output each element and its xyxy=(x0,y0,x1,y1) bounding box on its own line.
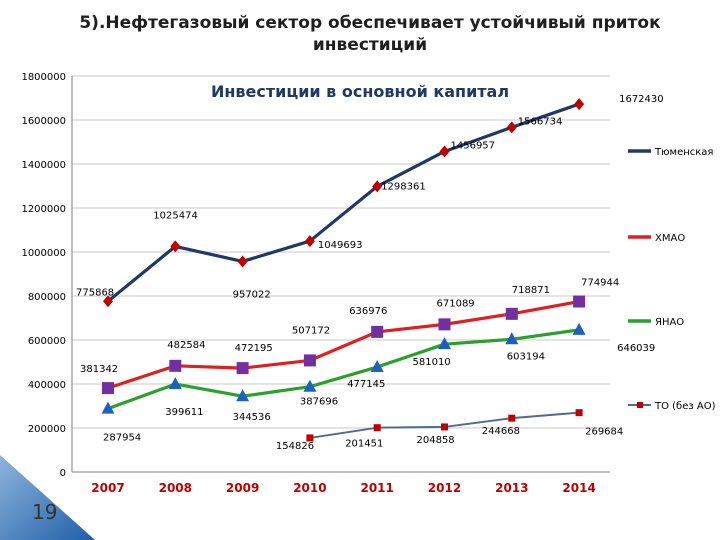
data-point xyxy=(168,377,182,390)
data-point xyxy=(170,240,181,253)
data-point xyxy=(439,145,450,158)
slide-title: 5).Нефтегазовый сектор обеспечивает усто… xyxy=(79,13,661,55)
x-tick-label: 2010 xyxy=(293,481,326,495)
data-label: 1566734 xyxy=(518,116,563,127)
data-label: 344536 xyxy=(233,412,271,423)
data-label: 671089 xyxy=(437,298,475,309)
data-point xyxy=(102,382,114,395)
data-point xyxy=(438,337,451,350)
x-tick-label: 2009 xyxy=(226,481,259,495)
data-point xyxy=(304,235,315,248)
data-label: 399611 xyxy=(165,407,203,418)
data-point xyxy=(303,379,317,392)
data-point xyxy=(236,389,250,402)
data-point xyxy=(505,332,519,345)
corner-decoration xyxy=(0,455,95,540)
x-tick-label: 2013 xyxy=(495,481,528,495)
y-tick-label: 200000 xyxy=(28,424,66,435)
data-point xyxy=(373,424,381,432)
data-label: 201451 xyxy=(345,439,383,450)
legend-entry: Тюменская xyxy=(628,147,713,158)
y-tick-label: 600000 xyxy=(28,336,66,347)
data-label: 387696 xyxy=(300,397,338,408)
data-label: 775868 xyxy=(76,287,114,298)
legend-label: ЯНАО xyxy=(655,317,684,328)
data-label: 381342 xyxy=(80,364,118,375)
y-tick-label: 400000 xyxy=(28,380,66,391)
data-point xyxy=(370,360,384,373)
data-label: 472195 xyxy=(235,343,273,354)
series-line xyxy=(107,328,580,411)
data-point xyxy=(103,295,113,308)
y-tick-label: 1800000 xyxy=(21,72,66,83)
series-line xyxy=(106,102,580,303)
y-tick-label: 0 xyxy=(60,468,66,479)
data-label: 154826 xyxy=(276,441,314,452)
legend-label: ХМАО xyxy=(655,233,685,244)
slide-number: 19 xyxy=(32,500,58,524)
data-label: 482584 xyxy=(167,340,205,351)
data-point xyxy=(573,295,586,308)
data-label: 718871 xyxy=(512,285,550,296)
data-label: 477145 xyxy=(347,379,385,390)
data-point xyxy=(506,121,517,134)
data-label: 1298361 xyxy=(381,181,426,192)
legend-marker xyxy=(637,402,643,408)
data-label: 636976 xyxy=(349,306,387,317)
data-point xyxy=(574,98,585,111)
data-point xyxy=(372,180,383,193)
x-tick-label: 2012 xyxy=(428,481,461,495)
data-label: 646039 xyxy=(617,343,655,354)
y-tick-label: 1000000 xyxy=(21,248,66,259)
data-point xyxy=(169,359,182,372)
data-point xyxy=(236,362,249,375)
data-label: 244668 xyxy=(482,426,520,437)
chart-title: Инвестиции в основной капитал xyxy=(211,82,509,101)
data-point xyxy=(237,255,248,268)
data-point xyxy=(101,401,115,414)
legend-entry: ХМАО xyxy=(628,233,685,244)
data-label: 204858 xyxy=(417,435,455,446)
data-point xyxy=(441,423,448,431)
data-label: 1456957 xyxy=(451,140,496,151)
x-tick-label: 2011 xyxy=(360,481,393,495)
data-point xyxy=(306,434,314,442)
y-tick-label: 1200000 xyxy=(21,204,66,215)
data-label: 603194 xyxy=(507,351,545,362)
data-label: 287954 xyxy=(103,433,141,444)
y-tick-label: 1400000 xyxy=(21,160,66,171)
x-tick-label: 2008 xyxy=(159,481,192,495)
series-line xyxy=(107,299,580,390)
y-tick-label: 800000 xyxy=(28,292,66,303)
data-label: 1672430 xyxy=(619,94,664,105)
data-point xyxy=(508,414,516,422)
x-tick-label: 2007 xyxy=(91,481,124,495)
x-tick-label: 2014 xyxy=(562,481,595,495)
data-point xyxy=(438,318,451,331)
legend-label: ТО (без АО) xyxy=(654,401,716,412)
legend-entry: ТО (без АО) xyxy=(628,401,716,412)
data-point xyxy=(371,325,384,338)
data-label: 957022 xyxy=(233,289,271,300)
y-tick-label: 1600000 xyxy=(21,116,66,127)
data-point xyxy=(575,409,583,417)
data-label: 1049693 xyxy=(318,240,363,251)
data-label: 269684 xyxy=(585,427,623,438)
data-label: 581010 xyxy=(413,357,451,368)
data-label: 774944 xyxy=(581,278,619,289)
data-point xyxy=(572,322,586,335)
data-label: 1025474 xyxy=(153,210,198,221)
legend-entry: ЯНАО xyxy=(628,317,684,328)
data-point xyxy=(303,354,316,367)
data-label: 507172 xyxy=(292,325,330,336)
data-point xyxy=(505,307,518,320)
legend-label: Тюменская xyxy=(654,147,713,158)
